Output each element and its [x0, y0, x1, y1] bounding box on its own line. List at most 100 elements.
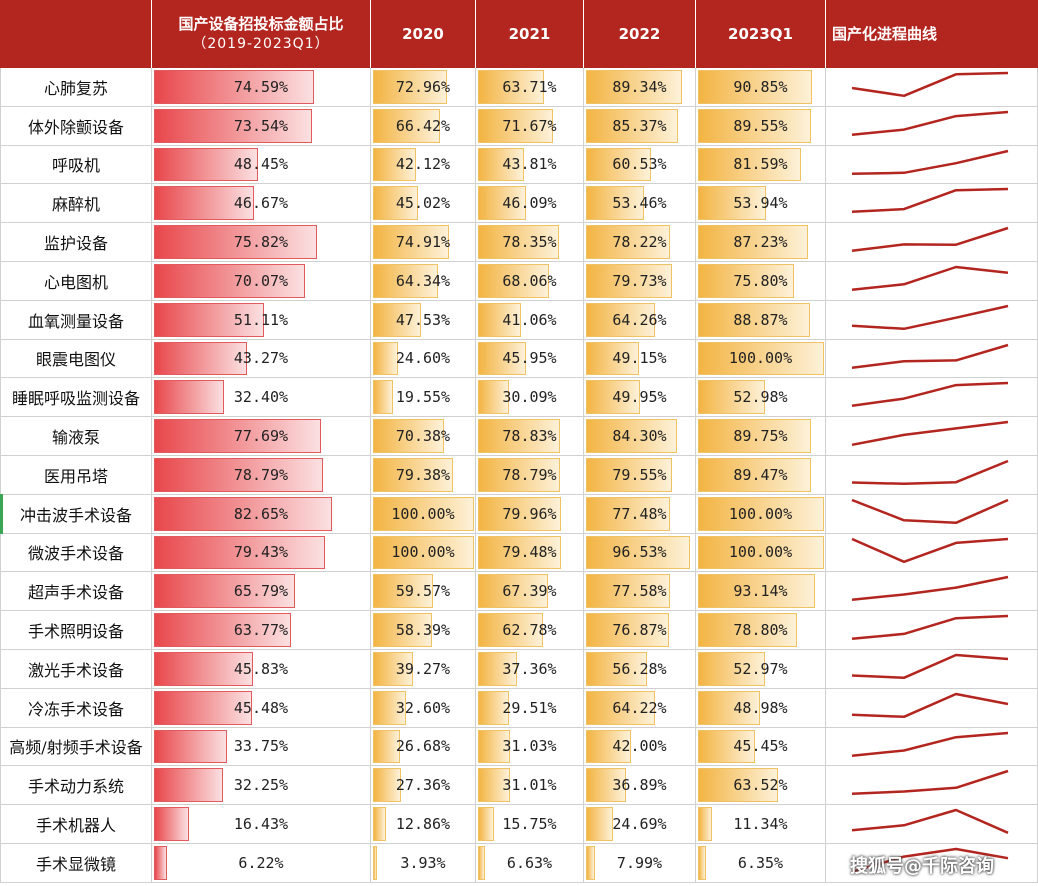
sparkline: [851, 537, 1009, 563]
year-value: 45.02%: [395, 194, 451, 213]
year-value-bar: [478, 807, 495, 841]
year-value: 47.53%: [395, 310, 451, 329]
year-value: 89.55%: [733, 116, 788, 135]
year-value: 48.98%: [733, 698, 788, 717]
year-value-cell: 85.37%: [584, 106, 696, 146]
year-value: 42.00%: [612, 737, 667, 756]
row-name-cell: 手术照明设备: [0, 611, 152, 650]
year-value-cell: 63.52%: [696, 766, 826, 806]
year-value-cell: 79.73%: [584, 262, 696, 301]
sparkline-cell: [826, 688, 1038, 728]
share-bar: [154, 225, 317, 259]
share-cell: 33.75%: [152, 727, 371, 767]
year-value-cell: 32.60%: [371, 688, 476, 728]
year-value-cell: 78.83%: [476, 417, 584, 456]
row-name-cell: 高频/射频手术设备: [0, 727, 152, 767]
row-name: 呼吸机: [51, 156, 100, 176]
year-value-bar: [373, 380, 393, 415]
sparkline-path: [851, 226, 1009, 253]
year-value-cell: 7.99%: [584, 844, 696, 883]
year-value-bar: [478, 496, 562, 531]
year-value-cell: 72.96%: [371, 68, 476, 107]
share-value: 33.75%: [233, 737, 289, 756]
row-name-cell: 监护设备: [0, 223, 152, 262]
year-value-bar: [586, 807, 613, 841]
year-value-cell: 78.22%: [584, 223, 696, 262]
share-cell: 45.48%: [152, 688, 371, 728]
selected-row-marker: [0, 494, 3, 534]
row-name: 冲击波手术设备: [19, 505, 132, 525]
year-value: 100.00%: [728, 349, 793, 368]
sparkline-cell: [826, 727, 1038, 767]
share-value: 82.65%: [233, 504, 289, 523]
year-value-bar: [698, 225, 808, 259]
year-value-bar: [698, 458, 811, 492]
year-value-cell: 56.28%: [584, 650, 696, 689]
year-value-bar: [373, 458, 454, 492]
year-value-bar: [478, 341, 526, 376]
share-value: 43.27%: [233, 349, 289, 368]
year-value-bar: [373, 264, 438, 298]
year-value: 49.15%: [612, 349, 667, 368]
year-value-bar: [478, 186, 526, 221]
year-value: 24.60%: [395, 349, 451, 368]
share-value: 77.69%: [233, 427, 289, 446]
year-value-cell: 11.34%: [696, 805, 826, 844]
year-value-cell: 12.86%: [371, 805, 476, 844]
header-share-title: 国产设备招投标金额占比: [178, 15, 344, 33]
year-value-cell: 74.91%: [371, 223, 476, 262]
year-value: 27.36%: [395, 776, 451, 795]
row-name-cell: 医用吊塔: [0, 456, 152, 495]
year-value: 7.99%: [616, 853, 663, 872]
year-value: 78.35%: [502, 233, 557, 252]
row-name-cell: 手术显微镜: [0, 844, 152, 883]
year-value: 81.59%: [733, 155, 788, 174]
row-name: 心电图机: [43, 272, 108, 292]
sparkline: [851, 614, 1009, 641]
year-value: 87.23%: [733, 233, 788, 252]
year-value: 67.39%: [502, 582, 557, 601]
share-cell: 6.22%: [152, 844, 371, 883]
year-value-bar: [698, 70, 813, 104]
year-value-cell: 64.26%: [584, 300, 696, 340]
year-value: 79.73%: [612, 271, 667, 290]
header-share-range: （2019-2023Q1）: [192, 36, 330, 52]
year-value-bar: [698, 496, 824, 531]
share-cell: 79.43%: [152, 533, 371, 573]
header-year-2020: 2020: [371, 0, 476, 68]
year-value: 58.39%: [395, 621, 451, 640]
year-value-bar: [698, 108, 811, 143]
year-value: 88.87%: [733, 310, 788, 329]
year-value-cell: 88.87%: [696, 300, 826, 340]
sparkline-cell: [826, 611, 1038, 650]
year-value: 75.80%: [733, 271, 788, 290]
year-value-cell: 47.53%: [371, 300, 476, 340]
row-name: 心肺复苏: [43, 78, 108, 98]
sparkline: [851, 149, 1009, 175]
year-value-cell: 42.00%: [584, 727, 696, 767]
share-value: 32.25%: [233, 776, 289, 795]
sparkline-path: [851, 420, 1009, 447]
year-value-cell: 15.75%: [476, 805, 584, 844]
sparkline-cell: [826, 223, 1038, 262]
year-value: 29.51%: [502, 698, 557, 717]
header-year-label: 2023Q1: [728, 25, 793, 43]
year-value: 64.26%: [612, 310, 667, 329]
year-value: 53.46%: [612, 194, 667, 213]
share-value: 46.67%: [233, 194, 289, 213]
year-value-cell: 63.71%: [476, 68, 584, 107]
year-value-bar: [698, 807, 713, 841]
sparkline-path: [851, 343, 1009, 369]
year-value-bar: [373, 186, 419, 221]
sparkline-path: [851, 459, 1009, 486]
year-value-cell: 67.39%: [476, 572, 584, 612]
year-value-cell: 100.00%: [371, 533, 476, 573]
year-value-cell: 29.51%: [476, 688, 584, 728]
sparkline: [851, 653, 1009, 680]
year-value-bar: [698, 690, 760, 725]
year-value-bar: [373, 108, 441, 143]
year-value: 77.48%: [612, 504, 667, 523]
year-value-bar: [373, 419, 445, 453]
year-value-bar: [698, 846, 706, 880]
